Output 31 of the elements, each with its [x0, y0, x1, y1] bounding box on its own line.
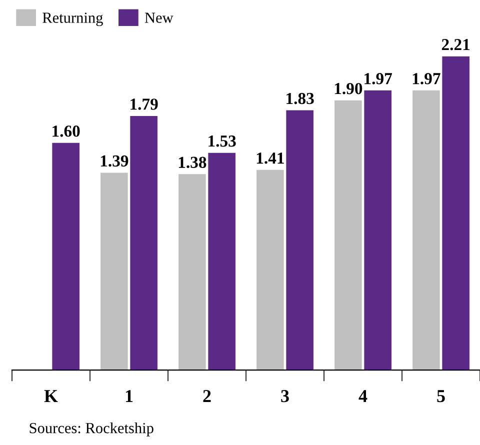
data-label: 1.90 — [334, 82, 362, 94]
bar — [364, 90, 392, 370]
x-tick-label: 4 — [358, 390, 368, 402]
source-note: Sources: Rocketship — [30, 422, 154, 436]
bar — [130, 116, 158, 370]
bar — [256, 170, 284, 370]
x-tick-label: 3 — [281, 390, 289, 402]
data-label: 1.41 — [256, 152, 284, 164]
bar — [208, 152, 236, 370]
bar — [442, 56, 470, 370]
data-label: 1.83 — [286, 92, 314, 104]
x-tick-label: 5 — [437, 390, 445, 402]
bar — [334, 100, 362, 370]
bar — [178, 174, 206, 370]
data-label: 1.39 — [100, 155, 128, 167]
bar — [100, 172, 128, 370]
x-tick-label: 1 — [126, 390, 133, 402]
data-label: 1.79 — [130, 98, 158, 110]
x-tick-label: K — [44, 390, 58, 402]
data-label: 1.60 — [52, 126, 80, 137]
x-tick-label: 2 — [203, 390, 211, 402]
data-label: 1.53 — [208, 136, 236, 147]
bar — [52, 142, 80, 370]
data-label: 1.38 — [178, 156, 206, 168]
data-label: 2.21 — [442, 38, 470, 50]
legend-label: Returning — [42, 12, 103, 26]
bar — [286, 110, 314, 370]
data-label: 1.97 — [364, 73, 392, 84]
data-label: 1.97 — [412, 73, 440, 84]
bar — [412, 90, 440, 370]
legend-label: New — [144, 12, 174, 23]
